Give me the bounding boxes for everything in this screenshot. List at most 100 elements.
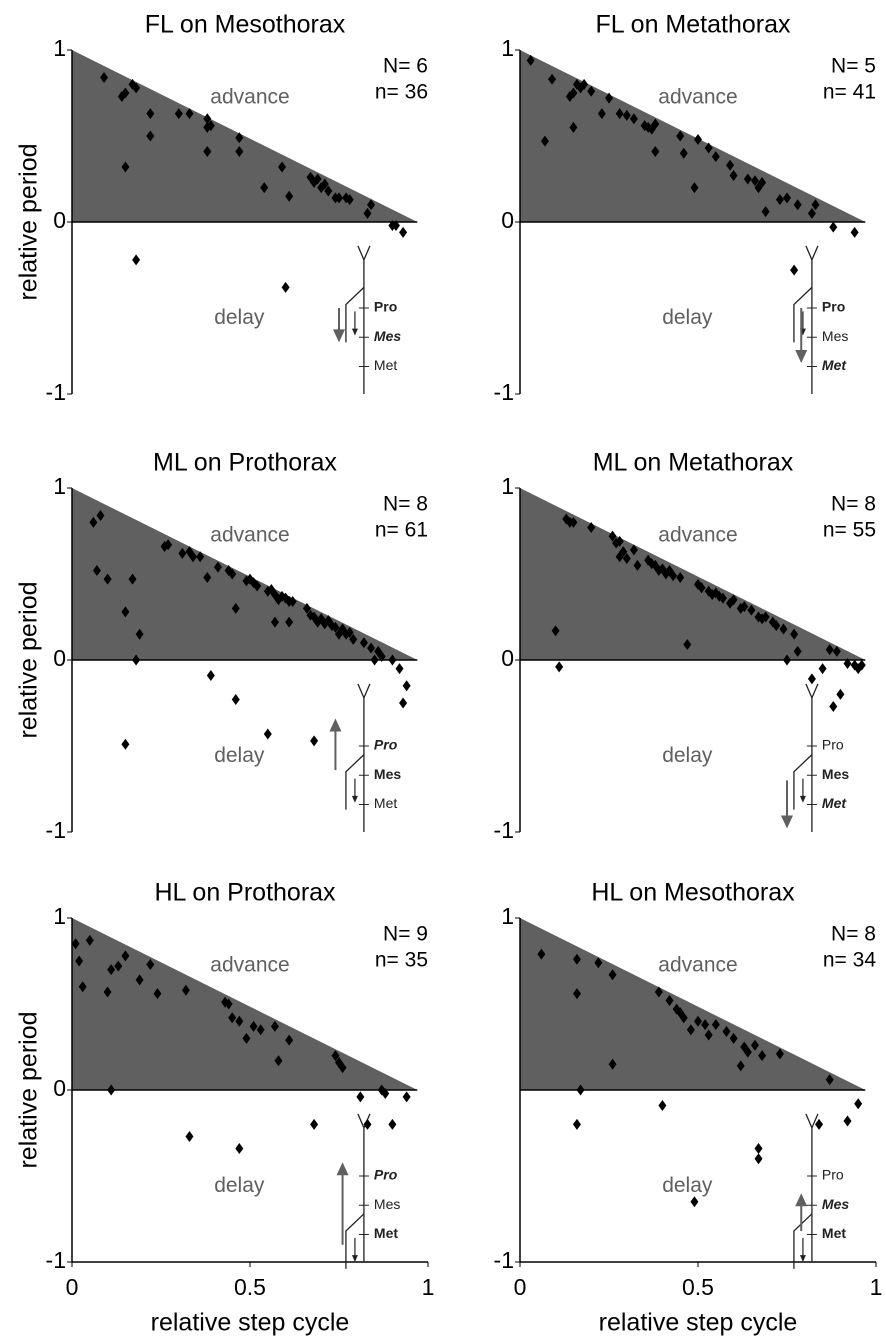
data-point <box>121 950 130 962</box>
delay-label: delay <box>662 744 713 767</box>
data-point <box>121 161 130 173</box>
n-stimuli: n= 55 <box>823 519 876 542</box>
data-point <box>203 113 212 125</box>
data-point <box>608 969 617 981</box>
data-point <box>615 108 624 120</box>
data-point <box>402 1091 411 1103</box>
inset-label: Mes <box>822 328 848 344</box>
data-point <box>391 219 400 231</box>
panel: -1 0 1 relative period ML on Prothorax advanc… <box>15 449 428 843</box>
data-point <box>818 663 827 675</box>
y-axis-label: relative period <box>15 1011 43 1168</box>
data-point <box>633 559 642 571</box>
data-point <box>540 135 549 147</box>
data-point <box>825 644 834 656</box>
data-point <box>388 654 397 666</box>
data-point <box>619 546 628 558</box>
data-point <box>629 544 638 556</box>
data-point <box>235 145 244 157</box>
data-point <box>676 571 685 583</box>
panel: -1 1 0 0.5 1 relative step cycle HL on Mesotho… <box>494 879 883 1337</box>
data-point <box>686 1024 695 1036</box>
y-tick-label: -1 <box>46 1247 66 1273</box>
data-point <box>242 1032 251 1044</box>
y-tick-label: 1 <box>501 35 514 61</box>
inset-fork <box>805 683 819 700</box>
data-point <box>402 680 411 692</box>
data-point <box>605 92 613 104</box>
data-point <box>679 147 688 159</box>
inset-label: Met <box>822 795 847 811</box>
data-point <box>555 661 564 673</box>
data-point <box>128 573 137 585</box>
data-point <box>92 565 101 577</box>
data-point <box>310 1118 319 1130</box>
inset-fork <box>357 245 371 262</box>
inset-leg <box>793 1213 813 1269</box>
data-point <box>285 616 294 628</box>
data-point <box>146 108 155 120</box>
data-point <box>615 535 624 547</box>
data-point <box>196 551 205 563</box>
data-point <box>697 582 706 594</box>
data-point <box>548 73 557 85</box>
data-point <box>740 601 749 613</box>
data-point <box>857 659 866 671</box>
data-point <box>669 570 678 582</box>
inset-leg <box>345 754 365 810</box>
data-point <box>213 561 222 573</box>
n-animals: N= 6 <box>383 55 428 78</box>
advance-label: advance <box>210 86 289 109</box>
data-point <box>594 957 603 969</box>
data-point <box>850 226 859 238</box>
data-point <box>608 530 617 542</box>
data-point <box>576 1084 585 1096</box>
data-point <box>270 616 279 628</box>
data-point <box>363 1118 372 1130</box>
data-point <box>569 121 578 133</box>
data-point <box>572 953 581 965</box>
data-point <box>399 226 408 238</box>
data-point <box>71 938 80 950</box>
data-point <box>793 645 802 657</box>
data-point <box>235 1015 244 1027</box>
data-point <box>694 133 702 145</box>
data-point <box>395 663 404 675</box>
y-axis-label: relative period <box>15 581 43 738</box>
inset-label: Met <box>822 357 847 373</box>
data-point <box>622 553 631 565</box>
data-point <box>235 132 244 144</box>
data-point <box>665 995 674 1007</box>
inset-leg <box>793 754 813 810</box>
data-point <box>359 637 368 649</box>
delay-label: delay <box>662 1174 713 1197</box>
inset-leg <box>345 1213 365 1269</box>
y-tick-label: 0 <box>501 645 514 671</box>
data-point <box>349 633 358 645</box>
inset-arrowhead <box>795 1193 808 1207</box>
inset-label: Mes <box>822 1196 849 1212</box>
y-tick-label: -1 <box>494 817 514 843</box>
data-point <box>231 602 240 614</box>
data-point <box>729 170 738 182</box>
data-point <box>178 547 187 559</box>
y-tick-label: 1 <box>53 473 66 499</box>
data-point <box>313 173 322 185</box>
data-point <box>85 934 94 946</box>
data-point <box>790 628 799 640</box>
x-tick-label: 0.5 <box>234 1274 266 1300</box>
inset-arrowhead <box>329 718 342 732</box>
data-point <box>683 639 692 651</box>
data-point <box>381 1087 390 1099</box>
delay-label: delay <box>214 306 265 329</box>
x-tick-label: 1 <box>422 1274 435 1300</box>
data-point <box>569 516 578 528</box>
data-point <box>704 1029 713 1041</box>
data-point <box>761 206 770 218</box>
data-point <box>335 192 343 204</box>
x-tick-label: 0.5 <box>682 1274 714 1300</box>
data-point <box>690 1196 699 1208</box>
n-animals: N= 9 <box>383 923 428 946</box>
